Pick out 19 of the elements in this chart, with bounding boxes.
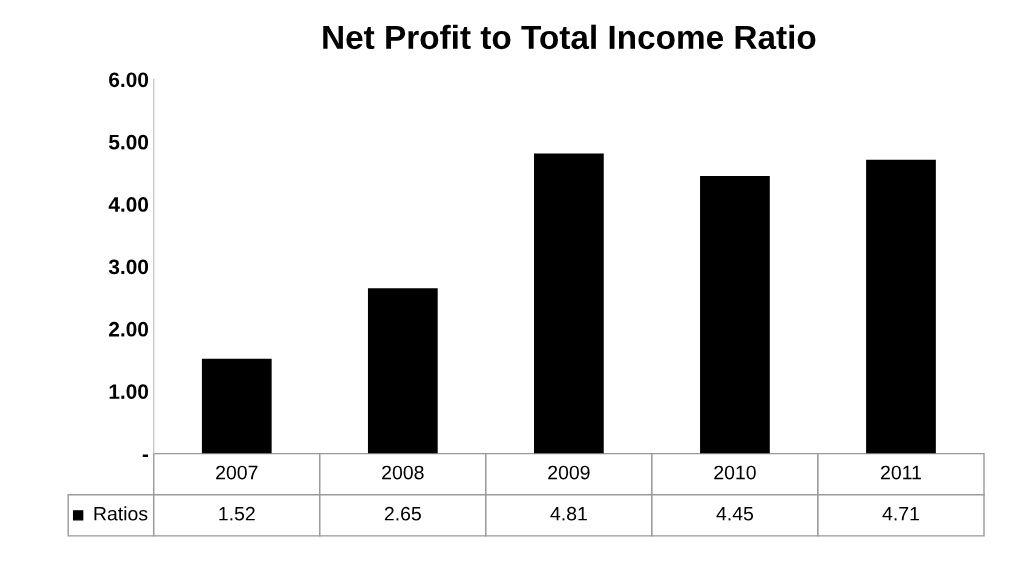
data-label: 4.81	[550, 506, 587, 521]
y-tick-label: 5.00	[108, 134, 149, 150]
chart-title: Net Profit to Total Income Ratio	[323, 24, 816, 50]
data-label: 1.52	[219, 506, 255, 521]
y-tick-label: 3.00	[108, 259, 149, 275]
data-label: 2.65	[384, 506, 421, 521]
data-label: 4.71	[882, 507, 919, 521]
y-tick-label: 1.00	[109, 384, 149, 399]
y-tick-label: 4.00	[108, 197, 149, 212]
legend-label: Ratios	[94, 506, 148, 521]
x-tick-label: 2008	[382, 465, 424, 480]
y-tick-label: -	[142, 454, 149, 457]
data-label: 4.45	[716, 507, 754, 521]
x-tick-label: 2011	[881, 465, 921, 480]
y-tick-label: 2.00	[109, 321, 149, 337]
x-tick-label: 2007	[216, 465, 258, 480]
x-tick-label: 2009	[548, 465, 590, 480]
x-tick-label: 2010	[714, 465, 756, 480]
y-tick-label: 6.00	[109, 72, 149, 88]
